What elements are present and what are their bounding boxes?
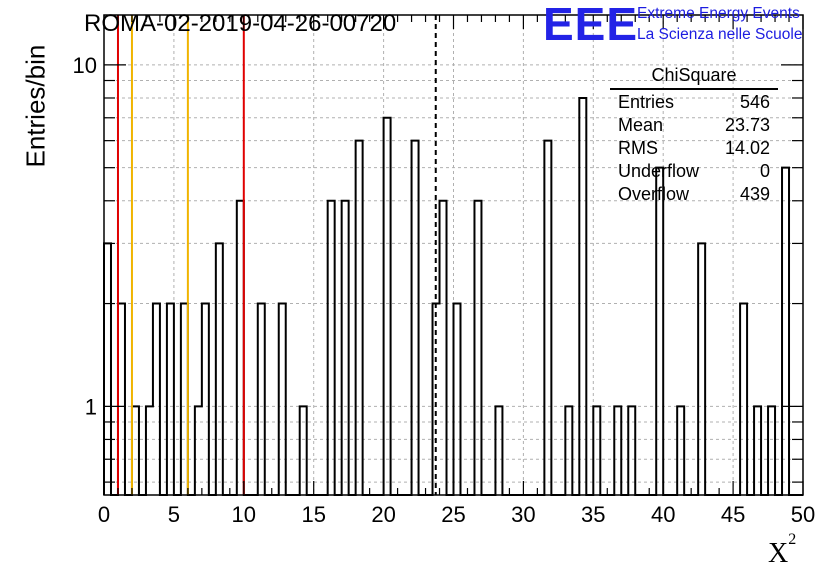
x-tick-label: 50 [791,502,815,527]
x-tick-label: 15 [301,502,325,527]
x-axis-label-base: X [768,538,789,569]
histogram-bar [216,243,223,495]
histogram-bar [454,304,461,495]
histogram-bar [118,304,125,495]
stats-value: 546 [739,92,770,112]
histogram-bar [104,243,111,495]
histogram-bar [782,168,789,495]
histogram-bar [153,304,160,495]
stats-value: 439 [739,184,770,204]
x-tick-label: 10 [232,502,256,527]
x-tick-label: 5 [168,502,180,527]
x-tick-label: 20 [371,502,395,527]
stats-row-overflow: Overflow 439 [610,183,778,206]
stats-label: Underflow [618,161,700,181]
stats-value: 0 [759,161,770,181]
histogram-bar [474,201,481,495]
stats-label: RMS [618,138,658,158]
x-tick-label: 25 [441,502,465,527]
axis-ticks [103,15,804,495]
histogram-bar [342,201,349,495]
stats-label: Overflow [618,184,690,204]
stats-value: 23.73 [724,115,770,135]
x-tick-label: 45 [721,502,745,527]
histogram-outline [103,96,803,496]
x-tick-label: 35 [581,502,605,527]
histogram-bar [356,141,363,495]
stats-title: ChiSquare [610,64,778,90]
x-tick-label: 30 [511,502,535,527]
stats-row-entries: Entries 546 [610,91,778,114]
histogram-bar [237,201,244,495]
histogram-bar [384,118,391,495]
x-axis-label: X2 [768,531,796,570]
histogram-bar [181,304,188,495]
x-tick-label: 0 [98,502,110,527]
histogram-bar [202,304,209,495]
stats-row-mean: Mean 23.73 [610,114,778,137]
y-tick-label: 1 [85,394,97,419]
page-title: ROMA-02-2019-04-26-00720 [84,10,397,37]
histogram-bar [279,304,286,495]
histogram-bar [740,304,747,495]
stats-label: Mean [618,115,664,135]
histogram-bar [579,98,586,495]
logo-caption-line2: La Scienza nelle Scuole [637,26,803,43]
histogram-bar [544,141,551,495]
histogram-bar [656,168,663,495]
logo-caption: Extreme Energy Events La Scienza nelle S… [637,3,802,45]
stats-value: 14.02 [724,138,770,158]
histogram-bar [167,304,174,495]
logo-caption-line1: Extreme Energy Events [637,5,800,22]
x-tick-label: 40 [651,502,675,527]
eee-logo: EEE [543,0,639,50]
histogram-bar [698,243,705,495]
stats-box: ChiSquare Entries 546 Mean 23.73 RMS 14.02 … [610,64,778,206]
histogram-bar [440,201,447,495]
stats-row-underflow: Underflow 0 [610,160,778,183]
y-tick-label: 10 [73,53,97,78]
histogram-bar [328,201,335,495]
reference-lines [116,15,437,495]
histogram-bar [412,141,419,495]
histogram-bars [103,96,803,496]
histogram-bar [258,304,265,495]
stats-row-rms: RMS 14.02 [610,137,778,160]
tick-labels: 0 5 10 15 20 25 30 35 40 45 50 1 10 [73,53,816,527]
stats-label: Entries [618,92,675,112]
x-axis-label-superscript: 2 [788,530,797,548]
y-axis-label: Entries/bin [20,44,51,168]
